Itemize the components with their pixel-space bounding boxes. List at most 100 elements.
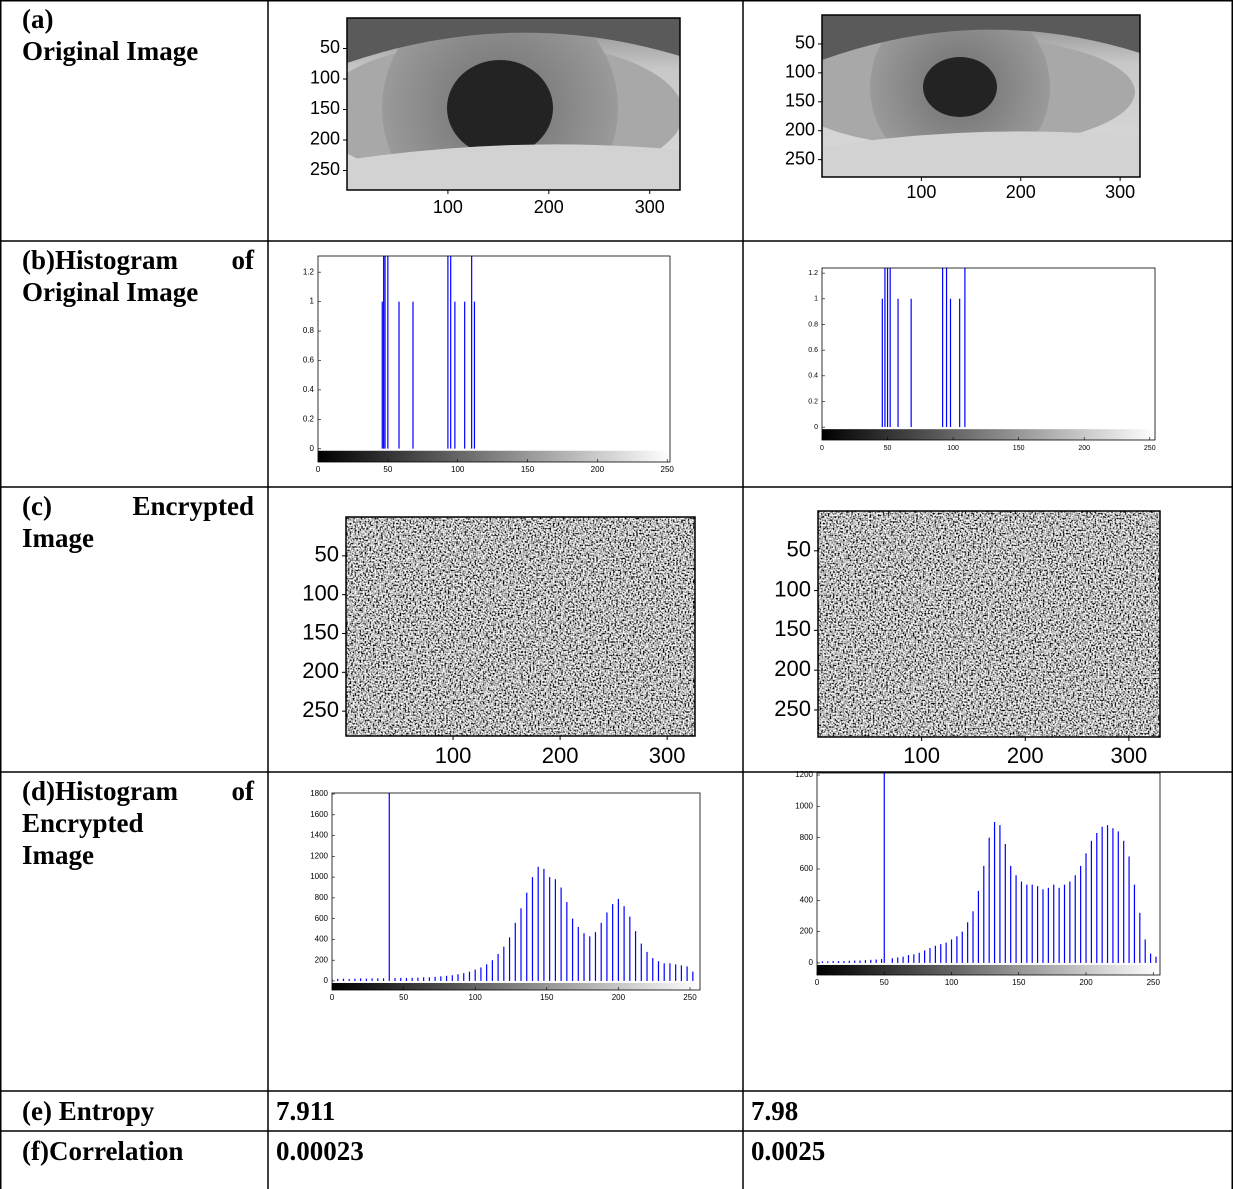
bars <box>817 773 1157 963</box>
x-tick-label: 150 <box>1012 978 1026 987</box>
x-tick-label: 200 <box>542 743 579 768</box>
cell-value: 7.911 <box>276 1096 336 1126</box>
y-tick-label: 0.6 <box>303 356 315 365</box>
y-tick-label: 1.2 <box>303 267 315 276</box>
x-tick-label: 200 <box>612 993 626 1002</box>
x-tick-label: 150 <box>1013 445 1025 452</box>
y-tick-label: 400 <box>315 935 329 944</box>
x-tick-label: 250 <box>1144 445 1156 452</box>
y-tick-label: 1400 <box>310 831 328 840</box>
row-label: (b)Histogram of Original Image <box>22 244 254 308</box>
bars <box>381 256 476 449</box>
x-tick-label: 0 <box>316 465 321 474</box>
image <box>818 511 1160 737</box>
image <box>822 15 1140 177</box>
image-frame <box>817 510 1161 738</box>
y-tick-label: 1200 <box>310 851 328 860</box>
y-tick-label: 100 <box>774 576 811 601</box>
x-tick-label: 100 <box>433 197 463 217</box>
bars <box>881 268 966 428</box>
label-line: Image <box>22 523 94 553</box>
x-tick-label: 300 <box>635 197 665 217</box>
y-tick-label: 0 <box>310 444 315 453</box>
y-tick-label: 250 <box>785 148 815 168</box>
y-tick-label: 200 <box>302 658 339 683</box>
x-tick-label: 300 <box>1111 743 1148 768</box>
x-tick-label: 50 <box>884 445 892 452</box>
x-tick-label: 50 <box>383 465 392 474</box>
x-tick-label: 50 <box>399 993 408 1002</box>
x-tick-label: 200 <box>591 465 605 474</box>
image <box>346 517 695 736</box>
x-tick-label: 100 <box>945 978 959 987</box>
y-tick-label: 1800 <box>310 789 328 798</box>
colorbar <box>817 964 1160 975</box>
label-line: Image <box>22 840 94 870</box>
y-tick-label: 1000 <box>795 801 813 810</box>
x-tick-label: 200 <box>1006 182 1036 202</box>
x-tick-label: 200 <box>1079 978 1093 987</box>
cell-value: 0.0025 <box>751 1136 826 1166</box>
y-tick-label: 100 <box>785 62 815 82</box>
y-tick-label: 600 <box>800 864 814 873</box>
eyelid <box>822 15 1140 60</box>
label-line: (d)Histogram of <box>22 776 254 806</box>
cell-value: 7.98 <box>751 1096 799 1126</box>
y-tick-label: 0 <box>324 976 329 985</box>
y-tick-label: 1 <box>814 296 818 303</box>
colorbar <box>332 982 700 990</box>
x-tick-label: 300 <box>1105 182 1135 202</box>
y-tick-label: 150 <box>785 91 815 111</box>
label-line: Encrypted <box>22 808 144 838</box>
plot-frame <box>821 267 1156 441</box>
y-tick-label: 600 <box>315 914 329 923</box>
y-tick-label: 1000 <box>310 872 328 881</box>
x-tick-label: 150 <box>540 993 554 1002</box>
y-tick-label: 0 <box>814 424 818 431</box>
bars <box>332 793 694 981</box>
colorbar <box>822 429 1155 440</box>
y-tick-label: 800 <box>800 833 814 842</box>
noise-image <box>818 511 1160 737</box>
x-tick-label: 50 <box>880 978 889 987</box>
x-tick-label: 100 <box>906 182 936 202</box>
y-tick-label: 200 <box>800 927 814 936</box>
y-tick-label: 200 <box>785 119 815 139</box>
x-tick-label: 200 <box>1007 743 1044 768</box>
label-line: (e) Entropy <box>22 1096 155 1126</box>
y-tick-label: 0.4 <box>303 385 315 394</box>
image <box>347 18 680 190</box>
y-tick-label: 250 <box>774 696 811 721</box>
y-tick-label: 0.8 <box>303 326 315 335</box>
image-frame <box>346 17 681 191</box>
x-tick-label: 100 <box>469 993 483 1002</box>
y-tick-label: 0.4 <box>808 373 818 380</box>
y-tick-label: 0.8 <box>808 321 818 328</box>
colorbar <box>318 450 670 462</box>
y-tick-label: 200 <box>310 129 340 149</box>
plot-frame <box>816 772 1161 976</box>
y-tick-label: 250 <box>310 159 340 179</box>
label-line: Original Image <box>22 36 199 66</box>
x-tick-label: 100 <box>435 743 472 768</box>
y-tick-label: 0.6 <box>808 347 818 354</box>
y-tick-label: 0.2 <box>303 414 315 423</box>
x-tick-label: 100 <box>947 445 959 452</box>
y-tick-label: 800 <box>315 893 329 902</box>
y-tick-label: 250 <box>302 697 339 722</box>
pupil <box>923 57 997 117</box>
x-tick-label: 250 <box>1147 978 1161 987</box>
plot-frame <box>317 255 671 463</box>
label-line: (b)Histogram of <box>22 245 254 275</box>
y-tick-label: 0 <box>809 958 814 967</box>
label-line: (c) Encrypted <box>22 491 254 521</box>
y-tick-label: 50 <box>320 37 340 57</box>
x-tick-label: 100 <box>451 465 465 474</box>
x-tick-label: 250 <box>683 993 697 1002</box>
plot-frame <box>331 792 701 991</box>
y-tick-label: 50 <box>787 537 811 562</box>
lower-lid <box>347 144 680 190</box>
row-label: (f)Correlation <box>22 1135 254 1167</box>
y-tick-label: 1.2 <box>808 270 818 277</box>
